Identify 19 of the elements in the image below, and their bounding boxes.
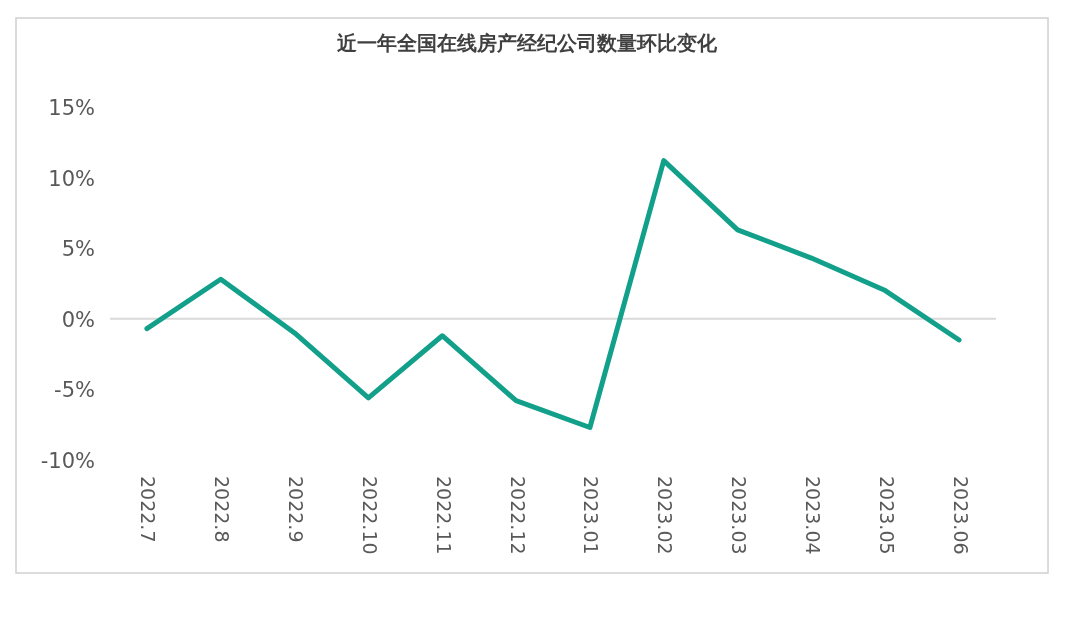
chart-title: 近一年全国在线房产经纪公司数量环比变化 (336, 31, 718, 55)
x-tick-label: 2023.02 (654, 476, 677, 555)
y-tick-label: 15% (48, 96, 95, 120)
x-tick-label: 2022.9 (285, 476, 308, 543)
x-tick-label: 2022.8 (211, 476, 234, 543)
y-tick-label: -10% (40, 449, 95, 473)
y-tick-label: -5% (54, 378, 95, 403)
x-tick-label: 2023.01 (580, 476, 603, 555)
y-tick-label: 0% (61, 307, 95, 332)
x-tick-label: 2023.05 (875, 476, 898, 555)
x-tick-label: 2022.7 (137, 476, 160, 543)
x-tick-label: 2022.10 (358, 476, 381, 555)
x-tick-label: 2022.12 (506, 476, 529, 555)
y-tick-label: 5% (61, 237, 95, 262)
y-tick-label: 10% (48, 166, 95, 191)
x-tick-label: 2023.03 (728, 476, 751, 555)
x-tick-label: 2023.06 (949, 476, 972, 555)
x-tick-label: 2022.11 (432, 476, 455, 555)
x-tick-label: 2023.04 (801, 476, 824, 555)
